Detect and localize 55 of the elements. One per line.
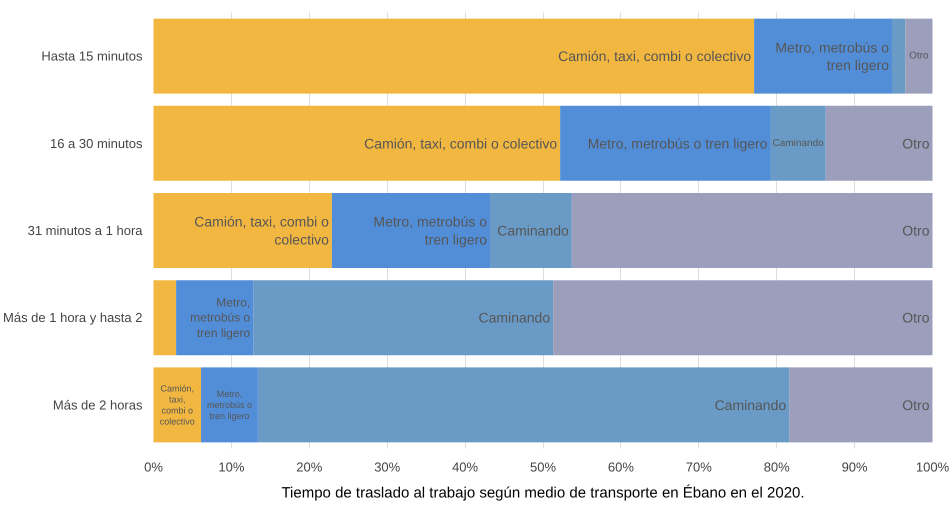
x-tick-label: 90% xyxy=(842,460,868,474)
bar xyxy=(560,106,770,181)
bar xyxy=(553,280,932,356)
text: Caminando xyxy=(714,396,786,413)
text: Otro xyxy=(902,310,930,326)
x-tick-label: 30% xyxy=(374,460,401,474)
data-label: Metro, metrobús o tren ligero xyxy=(588,135,768,152)
data-label: Metro, metrobús o tren ligero xyxy=(775,39,890,73)
bar xyxy=(154,280,176,356)
text: Otro xyxy=(902,222,930,238)
text: Otro xyxy=(909,50,929,62)
y-tick-label: 31 minutos a 1 hora xyxy=(28,223,144,238)
bar xyxy=(490,193,572,268)
x-tick-label: 100% xyxy=(916,460,949,474)
text: Tiempo de traslado al trabajo según medio de transporte en Ébano en el 2020. xyxy=(281,484,805,502)
bar xyxy=(572,193,932,268)
text: Otro xyxy=(902,396,930,413)
y-tick-label: 16 a 30 minutos xyxy=(50,136,143,151)
bar xyxy=(176,280,254,356)
x-tick-label: 70% xyxy=(686,460,712,474)
bar xyxy=(258,367,790,442)
text: Camión, taxi, combi o colectivo xyxy=(194,214,329,248)
text: Caminando xyxy=(478,310,550,326)
x-tick-label: 40% xyxy=(452,460,479,474)
x-tick-label: 80% xyxy=(764,460,790,474)
data-label: Metro, metrobús o tren ligero xyxy=(373,214,488,248)
bar xyxy=(154,367,202,442)
x-tick-label: 20% xyxy=(296,460,323,474)
series-label: Caminando xyxy=(772,138,824,149)
x-tick-label: 0% xyxy=(144,460,164,474)
bar xyxy=(253,280,554,356)
bar xyxy=(154,18,754,94)
x-tick-label: 50% xyxy=(530,460,556,474)
data-label: Metro, metrobús o tren ligero xyxy=(206,388,252,421)
bar xyxy=(892,18,906,94)
y-tick-label: Hasta 15 minutos xyxy=(41,48,143,64)
y-tick-label: Más de 2 horas xyxy=(52,397,143,412)
y-tick-label: Más de 1 hora y hasta 2 xyxy=(3,310,143,326)
series-label: Camión, taxi, combi o colectivo xyxy=(558,48,752,64)
bar xyxy=(826,106,932,181)
series-label: Otro xyxy=(902,135,930,152)
bar xyxy=(154,106,560,181)
x-tick-label: 60% xyxy=(608,460,634,474)
bar xyxy=(332,193,490,268)
bar xyxy=(754,18,892,94)
x-tick-label: 10% xyxy=(218,460,245,474)
text: Camión, taxi, combi o colectivo xyxy=(364,135,558,152)
text: Caminando xyxy=(497,222,569,238)
bar xyxy=(201,367,258,442)
bar xyxy=(154,193,332,268)
bar xyxy=(770,106,826,181)
bar xyxy=(789,367,932,442)
bar xyxy=(905,18,932,94)
text: Camión, taxi, combi o colectivo xyxy=(160,383,195,426)
data-label: Metro, metrobús o tren ligero xyxy=(190,295,251,340)
